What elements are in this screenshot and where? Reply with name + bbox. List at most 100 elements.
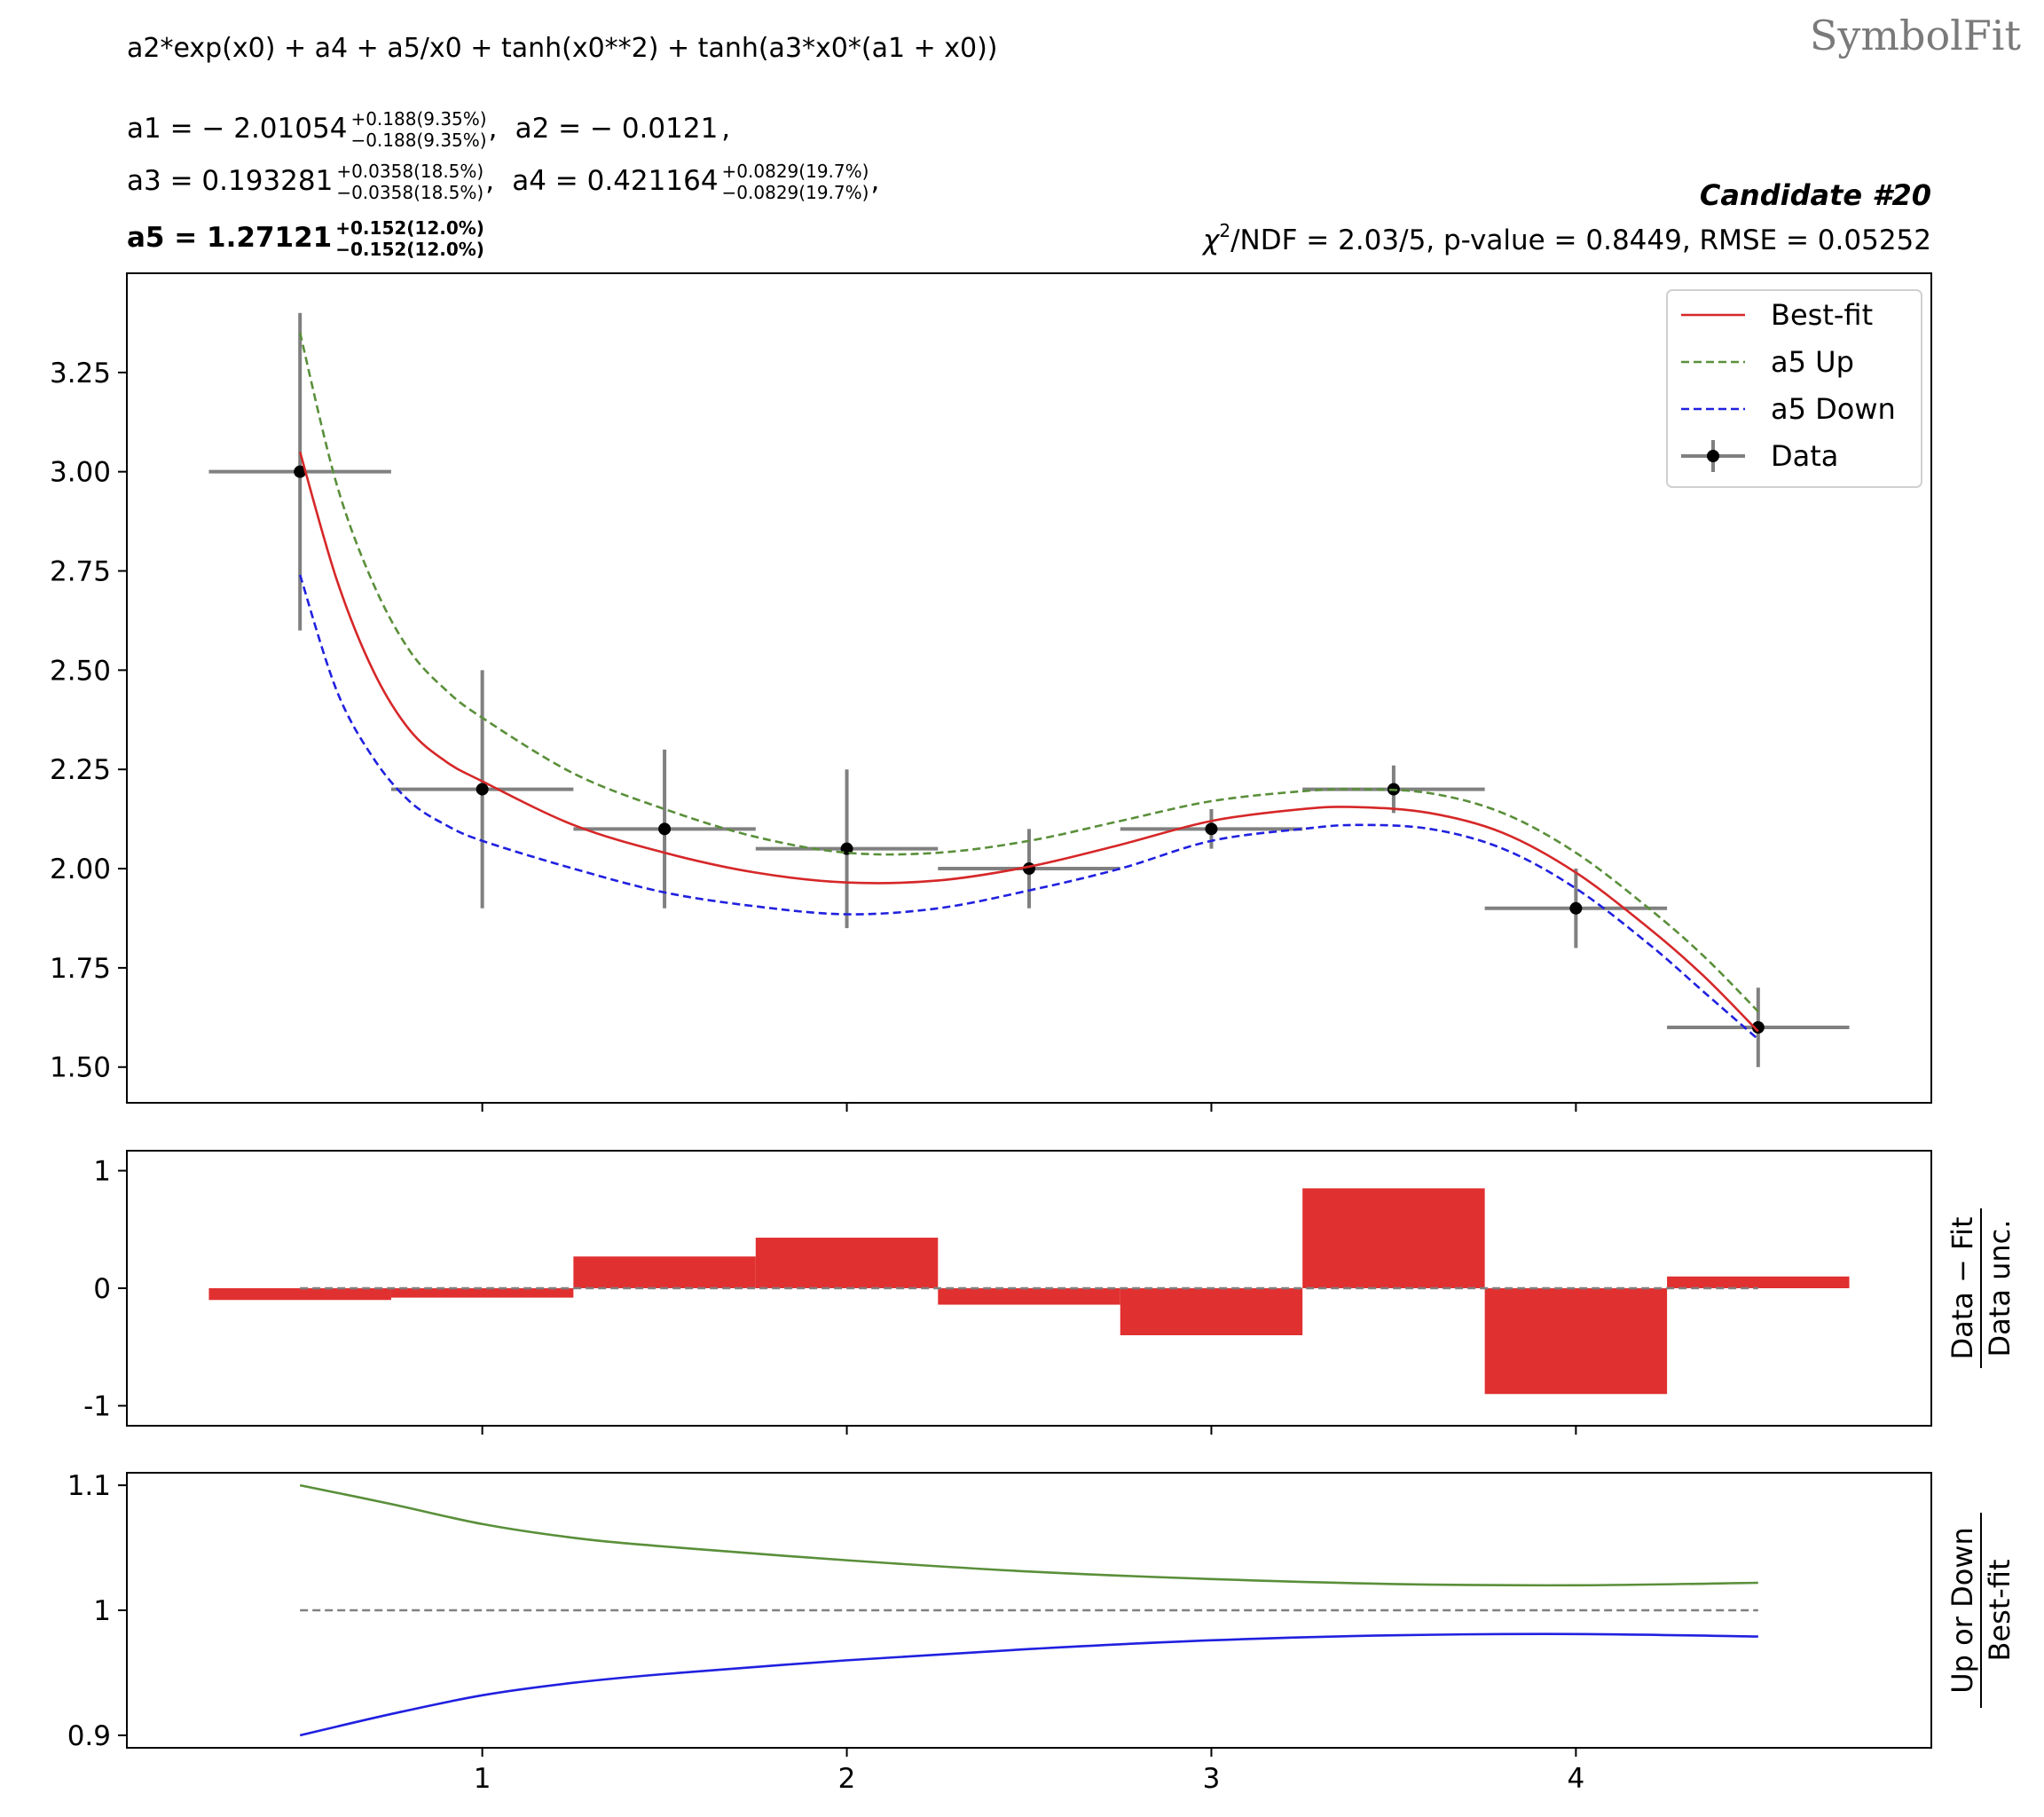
- ratio-plot-frame: [126, 1472, 1932, 1749]
- curve-a5-down: [298, 574, 1759, 1041]
- ratio-curves: [299, 1483, 1758, 1737]
- ratio-y-label-numerator: Up or Down: [1946, 1527, 1979, 1693]
- main-y-tick-label: 3.25: [50, 358, 111, 389]
- residual-bar: [755, 1238, 939, 1288]
- residual-y-label-numerator: Data − Fit: [1946, 1216, 1979, 1359]
- residual-plot-frame: [126, 1150, 1932, 1427]
- param-separator: ,: [489, 113, 498, 145]
- residual-bar: [938, 1288, 1120, 1305]
- x-tick-label: 1: [474, 1763, 491, 1795]
- param-separator: ,: [721, 113, 730, 145]
- ratio-y-tick-label: 0.9: [67, 1720, 111, 1752]
- main-y-axis: 1.50 1.75 2.00 2.25 2.50 2.75 3.00 3.25: [50, 358, 127, 1084]
- main-y-tick-label: 2.00: [50, 853, 111, 885]
- residual-y-label: Data − Fit Data unc.: [1946, 1208, 2016, 1368]
- legend-data-marker: [1707, 450, 1719, 462]
- residual-y-label-denominator: Data unc.: [1983, 1220, 2016, 1357]
- residual-panel: -1 0 1 Data − Fit Data unc.: [83, 1150, 2016, 1435]
- x-tick-label: 3: [1203, 1763, 1221, 1795]
- legend-label: a5 Down: [1771, 392, 1896, 426]
- ratio-y-label-fraction: Up or Down Best-fit: [1946, 1513, 2016, 1708]
- param-a4-up: +0.0829(19.7%): [722, 161, 869, 182]
- param-a3-up: +0.0358(18.5%): [336, 161, 483, 182]
- formula-text: a2*exp(x0) + a4 + a5/x0 + tanh(x0**2) + …: [127, 33, 998, 64]
- data-marker: [476, 783, 489, 796]
- candidate-label: Candidate #20: [1700, 178, 1931, 212]
- data-marker: [1205, 822, 1218, 836]
- data-point: [755, 769, 939, 929]
- legend-label: Best-fit: [1771, 298, 1873, 332]
- param-a5-down: −0.152(12.0%): [335, 239, 484, 260]
- residual-bar: [390, 1288, 574, 1298]
- legend-label: a5 Up: [1771, 345, 1854, 379]
- data-marker: [1569, 901, 1583, 915]
- main-y-tick-label: 2.25: [50, 754, 111, 786]
- residual-bar: [573, 1256, 756, 1288]
- legend-entry: a5 Up: [1681, 345, 1854, 379]
- data-marker: [294, 465, 307, 478]
- ratio-y-label: Up or Down Best-fit: [1946, 1513, 2016, 1708]
- legend-label: Data: [1771, 439, 1838, 473]
- fit-stats-text: /NDF = 2.03/5, p-value = 0.8449, RMSE = …: [1230, 224, 1931, 256]
- param-a4-down: −0.0829(19.7%): [722, 182, 869, 203]
- param-a2: a2 = − 0.0121: [515, 113, 719, 145]
- param-a1-up: +0.188(9.35%): [350, 108, 486, 130]
- residual-y-label-fraction: Data − Fit Data unc.: [1946, 1208, 2016, 1368]
- curve-best-fit: [298, 451, 1759, 1033]
- main-plot-panel: 1.50 1.75 2.00 2.25 2.50 2.75 3.00 3.25 Best-fi…: [50, 272, 1932, 1112]
- data-point: [1120, 808, 1303, 849]
- residual-y-tick-label: 1: [93, 1156, 111, 1188]
- main-y-tick-label: 1.75: [50, 953, 111, 985]
- legend-entry: Best-fit: [1681, 298, 1873, 332]
- data-marker: [658, 822, 672, 836]
- param-a5-up: +0.152(12.0%): [335, 217, 484, 239]
- main-y-tick-label: 1.50: [50, 1052, 111, 1084]
- residual-y-tick-label: 0: [93, 1273, 111, 1305]
- data-point: [573, 749, 756, 908]
- param-a3-down: −0.0358(18.5%): [336, 182, 483, 203]
- data-marker: [1751, 1021, 1765, 1034]
- data-point: [938, 829, 1120, 908]
- main-y-tick-label: 2.50: [50, 655, 111, 687]
- data-point: [1667, 987, 1850, 1067]
- param-a1-down: −0.188(9.35%): [350, 130, 486, 151]
- legend: Best-fit a5 Up a5 Down Data: [1666, 289, 1922, 488]
- residual-bar: [208, 1288, 391, 1301]
- ratio-curve-up: [299, 1483, 1758, 1587]
- ratio-y-tick-label: 1: [93, 1595, 111, 1627]
- param-a4: a4 = 0.421164: [512, 165, 718, 197]
- residual-bar: [1120, 1288, 1303, 1335]
- residual-y-tick-label: -1: [83, 1390, 111, 1422]
- param-separator: ,: [485, 165, 494, 197]
- parameter-list: a1 = − 2.01054 +0.188(9.35%)−0.188(9.35%)…: [127, 108, 879, 260]
- ratio-curve-down: [299, 1632, 1758, 1737]
- param-a1: a1 = − 2.01054: [127, 113, 347, 145]
- legend-entry: Data: [1681, 439, 1838, 473]
- ratio-panel: 0.9 1 1.1 1 2 3 4 Up or Down Best-fit: [67, 1470, 2016, 1795]
- residual-bar: [1484, 1288, 1668, 1395]
- residual-bar: [1667, 1276, 1850, 1288]
- ratio-y-tick-label: 1.1: [67, 1470, 111, 1502]
- data-point: [390, 670, 574, 908]
- x-axis: 1 2 3 4: [474, 1748, 1584, 1795]
- data-points: [208, 312, 1850, 1067]
- param-a3: a3 = 0.193281: [127, 165, 333, 197]
- main-y-tick-label: 3.00: [50, 457, 111, 489]
- x-tick-label: 4: [1567, 1763, 1584, 1795]
- legend-box: [1666, 289, 1922, 488]
- residual-bar: [1302, 1188, 1485, 1288]
- chi-superscript: 2: [1219, 220, 1230, 241]
- residual-x-ticks: [481, 1426, 1577, 1435]
- ratio-y-axis: 0.9 1 1.1: [67, 1470, 127, 1752]
- data-point: [208, 312, 391, 631]
- residual-y-axis: -1 0 1: [83, 1156, 127, 1422]
- fit-curves: [298, 332, 1759, 1041]
- main-x-ticks: [481, 1103, 1577, 1112]
- residual-bars: [208, 1188, 1850, 1395]
- legend-entry: a5 Down: [1681, 392, 1896, 426]
- chi-symbol: χ: [1201, 224, 1221, 256]
- param-a5: a5 = 1.27121: [127, 222, 332, 254]
- param-separator: ,: [870, 165, 879, 197]
- fit-statistics: χ2/NDF = 2.03/5, p-value = 0.8449, RMSE …: [1201, 220, 1931, 256]
